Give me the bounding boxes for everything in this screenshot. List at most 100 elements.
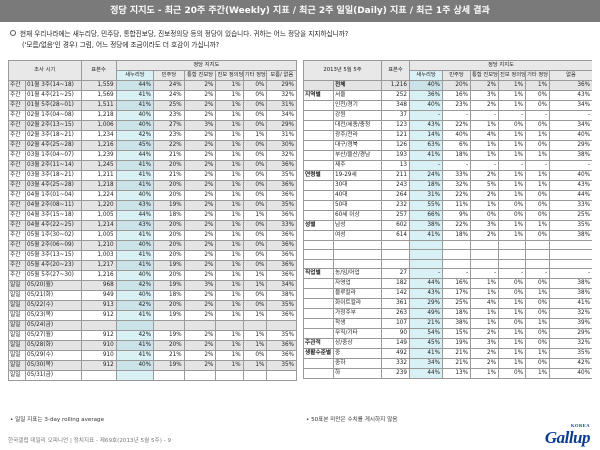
value-cell: 49%	[409, 308, 443, 320]
table-row: 가정주부 263 49% 18% 1% 1% 0% 32%	[303, 308, 592, 320]
value-cell: 19%	[153, 200, 185, 211]
value-cell: 0%	[498, 278, 526, 290]
table-row: 60세 이상 257 66% 9% 0% 0% 0% 25%	[303, 210, 592, 221]
group-cell	[303, 160, 334, 171]
value-cell: 2%	[183, 210, 217, 221]
value-cell: 2%	[183, 350, 217, 361]
period-date-cell: 05/30(목)	[25, 360, 82, 371]
table-row: 40대 264 31% 22% 2% 1% 0% 44%	[303, 190, 592, 201]
value-cell: 1%	[215, 260, 244, 271]
subgroup-cell: 광주/전라	[333, 130, 382, 141]
value-cell: 0%	[242, 300, 268, 311]
value-cell: -	[549, 160, 592, 171]
value-cell: 2%	[183, 90, 217, 101]
value-cell: 1%	[525, 288, 550, 300]
value-cell: 1%	[215, 280, 244, 291]
value-cell: 1%	[215, 340, 244, 351]
value-cell	[549, 249, 592, 260]
table-row: 주간 01월 4주(21~25) 1,569 41% 24% 2% 1% 0% 32%	[8, 90, 297, 101]
group-cell	[303, 328, 334, 340]
value-cell	[525, 249, 550, 260]
subgroup-cell: 제주	[333, 160, 382, 171]
value-cell: 20%	[153, 230, 185, 241]
value-cell: 2%	[183, 160, 217, 171]
value-cell: 35%	[266, 170, 297, 181]
value-cell	[470, 258, 499, 270]
value-cell: 0%	[525, 230, 550, 241]
value-cell: 36%	[266, 210, 297, 221]
group-cell	[303, 318, 334, 330]
value-cell: 1%	[498, 348, 526, 360]
value-cell: 2%	[183, 360, 217, 371]
value-cell: 41%	[409, 348, 443, 360]
value-cell: 40%	[549, 170, 592, 181]
value-cell: 18%	[153, 290, 185, 301]
value-cell: 42%	[115, 330, 155, 341]
table-row: 일일 05/24(금)	[8, 320, 297, 331]
sample-cell: 252	[381, 90, 410, 101]
value-cell: 0%	[498, 318, 526, 330]
right-footnote: • 50표본 미만은 수치를 게시하지 않음	[306, 417, 398, 423]
value-cell: 2%	[183, 150, 217, 161]
table-row: 학생 107 21% 38% 1% 0% 1% 39%	[303, 318, 592, 330]
value-cell: 34%	[549, 100, 592, 111]
value-cell: 40%	[115, 360, 155, 371]
value-cell: 0%	[242, 200, 268, 211]
period-type-cell: 일일	[8, 310, 26, 321]
period-date-cell: 05/21(화)	[25, 290, 82, 301]
subgroup-cell: 상/중상	[333, 338, 382, 350]
table-row: 주간 02월 1주(04~08) 1,218 40% 23% 2% 1% 0% 34%	[8, 110, 297, 121]
value-cell: 1%	[498, 130, 526, 141]
value-cell: 0%	[242, 190, 268, 201]
value-cell: 1%	[470, 140, 499, 151]
value-cell	[525, 258, 550, 270]
value-cell: 1%	[242, 330, 268, 341]
value-cell: 45%	[409, 338, 443, 350]
value-cell: 1%	[470, 288, 499, 300]
table-row: 부산/울산/경남 193 41% 18% 1% 1% 1% 38%	[303, 150, 592, 161]
group-cell: 주관적	[303, 338, 334, 350]
value-cell	[470, 239, 499, 251]
subgroup-cell: 농/임/어업	[333, 268, 382, 280]
value-cell: 40%	[115, 290, 155, 301]
period-date-cell: 05/20(월)	[25, 280, 82, 291]
value-cell: 44%	[115, 150, 155, 161]
group-cell: 생활수준별	[303, 348, 334, 360]
period-date-cell: 05월 1주(30~02)	[25, 230, 82, 241]
value-cell: 1%	[498, 170, 526, 181]
subgroup-cell: 30대	[333, 180, 382, 191]
value-cell: 1%	[215, 120, 244, 131]
value-cell: 35%	[266, 330, 297, 341]
value-cell: 41%	[549, 298, 592, 310]
sample-cell: 1,216	[80, 140, 117, 151]
period-date-cell: 04월 2주(08~11)	[25, 200, 82, 211]
value-cell: 32%	[549, 308, 592, 320]
value-cell	[409, 249, 443, 260]
value-cell: 0%	[242, 180, 268, 191]
value-cell: 0%	[242, 110, 268, 121]
value-cell	[442, 239, 471, 251]
value-cell: -	[442, 110, 471, 121]
value-cell: 0%	[242, 350, 268, 361]
table-row: 제주 13- - - - - -	[303, 160, 592, 171]
sample-cell: 332	[381, 358, 410, 370]
value-cell: 36%	[549, 80, 592, 91]
value-cell	[215, 370, 244, 381]
value-cell: 2%	[183, 110, 217, 121]
sample-cell: 263	[381, 308, 410, 320]
period-type-cell: 일일	[8, 360, 26, 371]
sample-cell: 912	[80, 330, 117, 341]
value-cell: -	[409, 268, 443, 280]
value-cell: 42%	[115, 300, 155, 311]
group-cell: 성별	[303, 220, 334, 231]
sample-cell: 107	[381, 318, 410, 330]
bullet-circle-icon	[10, 30, 16, 36]
value-cell: 40%	[115, 120, 155, 131]
value-cell: 20%	[153, 160, 185, 171]
value-cell	[549, 258, 592, 270]
table-row: 주간 02월 3주(18~21) 1,234 42% 23% 2% 1% 1% 31%	[8, 130, 297, 141]
value-cell: 36%	[409, 90, 443, 101]
table-row: 주간 05월 3주(13~15) 1,003 41% 20% 2% 1% 0% 36%	[8, 250, 297, 261]
value-cell	[549, 239, 592, 251]
table-row: 주간 02월 4주(25~28) 1,216 45% 22% 2% 1% 0% 30%	[8, 140, 297, 151]
